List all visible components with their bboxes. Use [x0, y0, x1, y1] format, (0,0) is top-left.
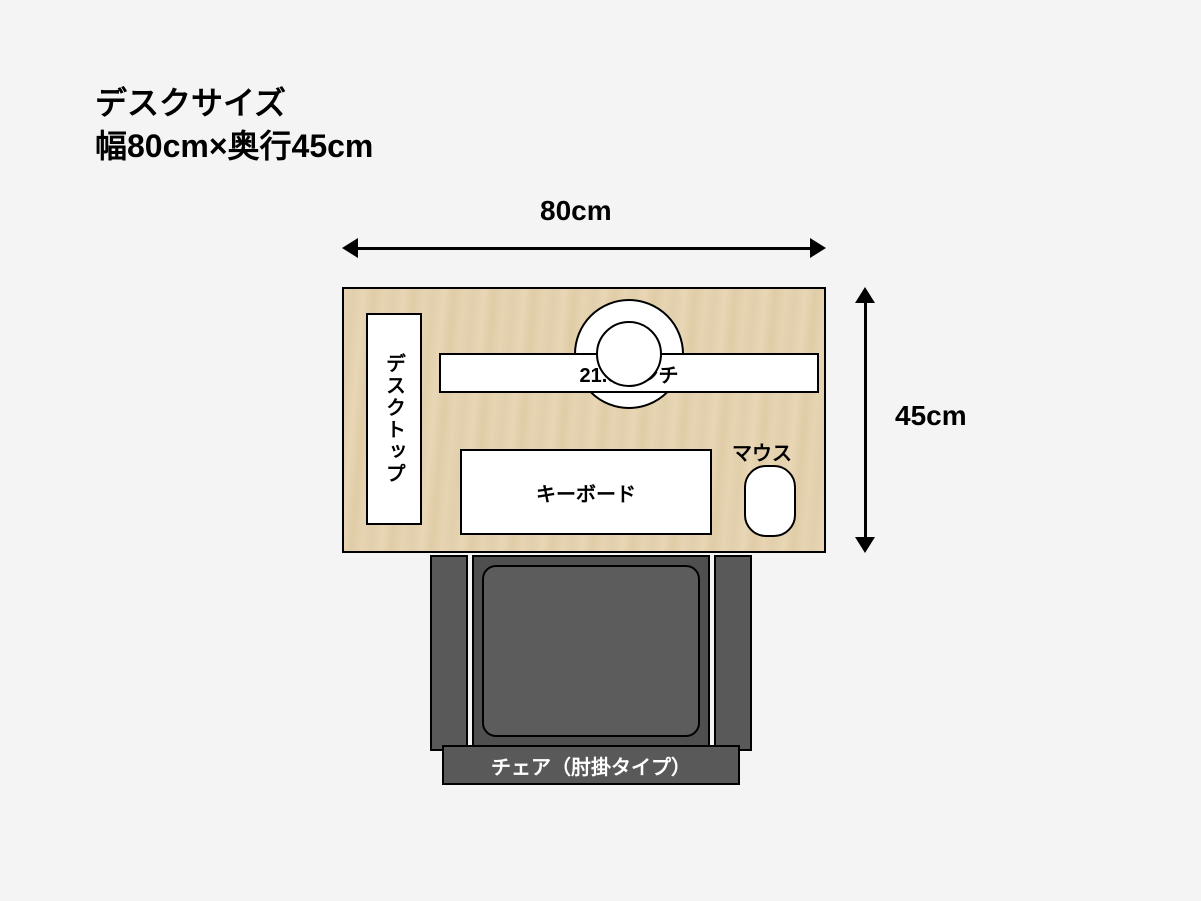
monitor: 21.5インチ	[439, 311, 819, 441]
arrowhead-right-icon	[810, 238, 826, 258]
title-line-2: 幅80cm×奥行45cm	[95, 125, 373, 168]
chair-seat-cushion	[482, 565, 700, 737]
width-dimension-arrow	[342, 238, 826, 258]
monitor-stand-inner-icon	[596, 321, 662, 387]
desk-top-view: デスクトップ 21.5インチ キーボード マウス	[342, 287, 826, 553]
depth-dimension-arrow	[855, 287, 875, 553]
keyboard-label: キーボード	[536, 478, 636, 507]
desktop-pc: デスクトップ	[366, 313, 422, 525]
width-dimension-label: 80cm	[540, 195, 612, 227]
depth-dimension-label: 45cm	[895, 400, 967, 432]
mouse-label: マウス	[732, 437, 792, 466]
chair-armrest-left	[430, 555, 468, 751]
mouse-icon	[744, 465, 796, 537]
chair-label: チェア（肘掛タイプ）	[491, 751, 691, 780]
chair-top-view: チェア（肘掛タイプ）	[430, 555, 752, 815]
title-line-1: デスクサイズ	[95, 82, 373, 125]
desktop-pc-label: デスクトップ	[380, 353, 409, 485]
diagram-stage: デスクサイズ 幅80cm×奥行45cm 80cm 45cm デスクトップ 21.…	[0, 0, 1201, 901]
diagram-title: デスクサイズ 幅80cm×奥行45cm	[95, 82, 373, 168]
arrowhead-down-icon	[855, 537, 875, 553]
keyboard: キーボード	[460, 449, 712, 535]
chair-armrest-right	[714, 555, 752, 751]
arrow-shaft	[354, 247, 814, 250]
arrow-shaft	[864, 299, 867, 541]
chair-label-bar: チェア（肘掛タイプ）	[442, 745, 740, 785]
